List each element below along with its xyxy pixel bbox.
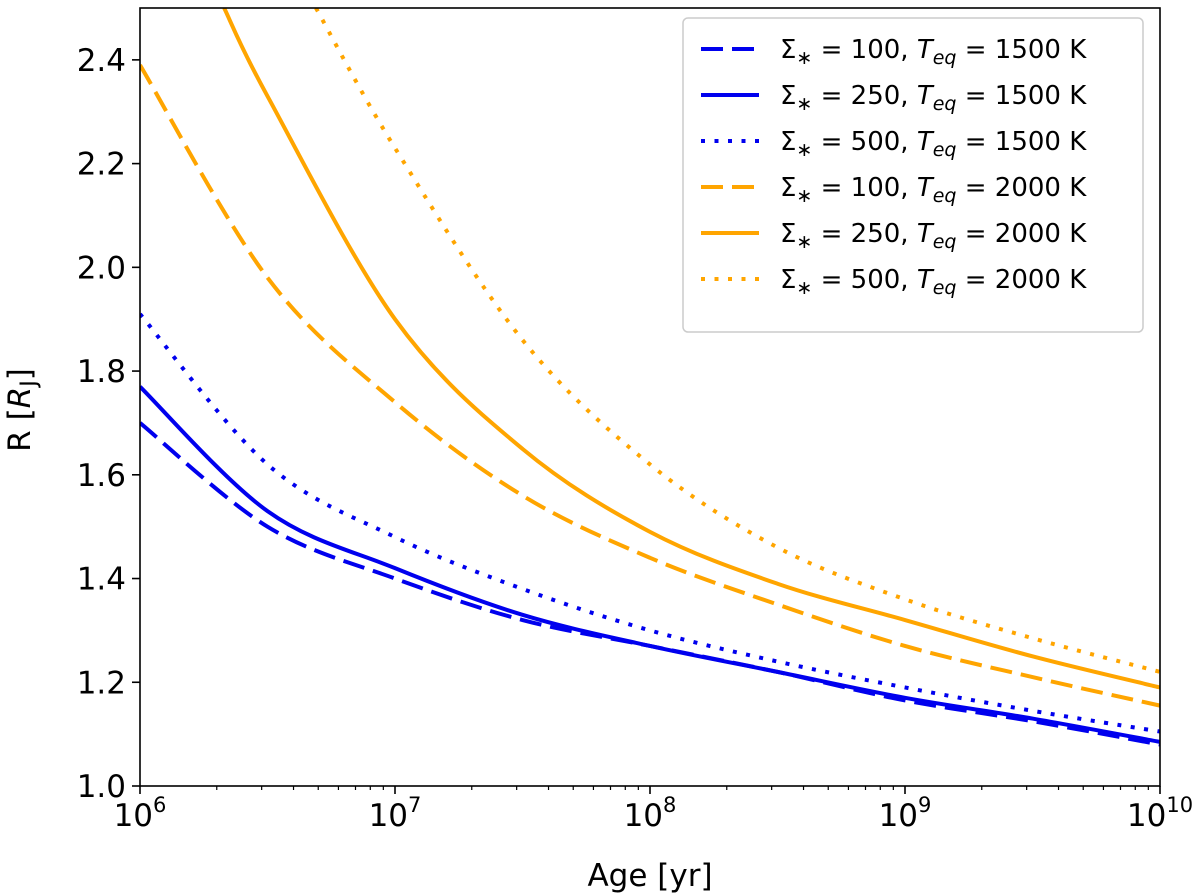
series-group: [140, 8, 1160, 747]
y-tick-label: 1.4: [77, 562, 126, 598]
x-tick-exponent: 7: [408, 793, 421, 817]
legend-teq-value: = 1500 K: [956, 81, 1087, 111]
legend-teq-sub: eq: [933, 277, 957, 299]
legend-label-6: Σ∗ = 500, Teq = 2000 K: [780, 265, 1087, 299]
series-line-4: [140, 64, 1160, 708]
legend-teq-sub: eq: [933, 93, 957, 115]
y-tick-label: 2.0: [77, 250, 126, 286]
legend-teq-value: = 2000 K: [956, 265, 1087, 295]
y-tick-label: 1.2: [77, 665, 126, 701]
legend-teq-symbol: T: [917, 35, 935, 65]
legend-sigma-sub: ∗: [796, 47, 812, 69]
legend-box: [682, 17, 1144, 333]
legend-label-5: Σ∗ = 250, Teq = 2000 K: [780, 219, 1087, 253]
series-line-3: [140, 312, 1160, 734]
legend-teq-symbol: T: [917, 265, 935, 295]
legend-teq-value: = 2000 K: [956, 173, 1087, 203]
legend-teq-sub: eq: [933, 47, 957, 69]
legend-teq-value: = 1500 K: [956, 127, 1087, 157]
y-axis: 1.0 1.2 1.4 1.6 1.8 2.0 2.2 2.4: [77, 43, 140, 805]
series-line-2: [140, 385, 1160, 744]
legend-sigma-symbol: Σ: [780, 265, 796, 295]
x-tick-label: 108: [624, 793, 677, 834]
legend-sigma-sub: ∗: [796, 185, 812, 207]
legend-sigma-symbol: Σ: [780, 81, 796, 111]
x-tick-label: 107: [369, 793, 422, 834]
x-tick-base: 10: [114, 798, 153, 834]
y-axis-title-sub: J: [17, 380, 42, 389]
legend-sigma-sub: ∗: [796, 93, 812, 115]
y-tick-label: 1.8: [77, 354, 126, 390]
x-tick-exponent: 9: [918, 793, 931, 817]
legend-sigma-value: = 500,: [812, 127, 916, 157]
legend-sigma-symbol: Σ: [780, 219, 796, 249]
legend-sigma-value: = 100,: [812, 173, 916, 203]
x-axis-title: Age [yr]: [587, 858, 712, 894]
series-line-5: [222, 8, 1160, 690]
x-tick-base: 10: [624, 798, 663, 834]
x-tick-label: 1010: [1127, 793, 1193, 834]
x-tick-label: 109: [879, 793, 932, 834]
legend-teq-symbol: T: [917, 219, 935, 249]
x-tick-base: 10: [879, 798, 918, 834]
legend-sigma-sub: ∗: [796, 231, 812, 253]
legend-teq-sub: eq: [933, 185, 957, 207]
legend-teq-symbol: T: [917, 127, 935, 157]
legend-label-3: Σ∗ = 500, Teq = 1500 K: [780, 127, 1087, 161]
legend-sigma-value: = 100,: [812, 35, 916, 65]
x-tick-label: 106: [114, 793, 167, 834]
legend-sigma-symbol: Σ: [780, 173, 796, 203]
legend-sigma-symbol: Σ: [780, 35, 796, 65]
x-axis: 106 107 108 109 1010: [114, 786, 1193, 834]
legend-sigma-value: = 250,: [812, 81, 916, 111]
x-tick-exponent: 8: [663, 793, 676, 817]
legend-teq-symbol: T: [917, 81, 935, 111]
y-axis-title-prefix: R [: [2, 408, 38, 452]
x-tick-base: 10: [369, 798, 408, 834]
legend-sigma-sub: ∗: [796, 277, 812, 299]
y-axis-title: R [RJ]: [2, 368, 42, 452]
legend-label-2: Σ∗ = 250, Teq = 1500 K: [780, 81, 1087, 115]
legend-teq-symbol: T: [917, 173, 935, 203]
legend-teq-value: = 2000 K: [956, 219, 1087, 249]
legend-sigma-sub: ∗: [796, 139, 812, 161]
legend-sigma-symbol: Σ: [780, 127, 796, 157]
legend-label-4: Σ∗ = 100, Teq = 2000 K: [780, 173, 1087, 207]
y-tick-label: 1.0: [77, 769, 126, 805]
legend-sigma-value: = 500,: [812, 265, 916, 295]
legend-label-1: Σ∗ = 100, Teq = 1500 K: [780, 35, 1087, 69]
y-axis-title-var: R: [2, 387, 38, 409]
legend-sigma-value: = 250,: [812, 219, 916, 249]
y-axis-title-suffix: ]: [2, 368, 38, 380]
legend-teq-sub: eq: [933, 139, 957, 161]
x-tick-base: 10: [1127, 798, 1166, 834]
y-tick-label: 2.4: [77, 43, 126, 79]
x-tick-exponent: 6: [153, 793, 166, 817]
legend: Σ∗ = 100, Teq = 1500 KΣ∗ = 250, Teq = 15…: [682, 17, 1144, 333]
legend-teq-sub: eq: [933, 231, 957, 253]
legend-teq-value: = 1500 K: [956, 35, 1087, 65]
y-tick-label: 2.2: [77, 147, 126, 183]
y-tick-label: 1.6: [77, 458, 126, 494]
x-tick-exponent: 10: [1166, 793, 1193, 817]
